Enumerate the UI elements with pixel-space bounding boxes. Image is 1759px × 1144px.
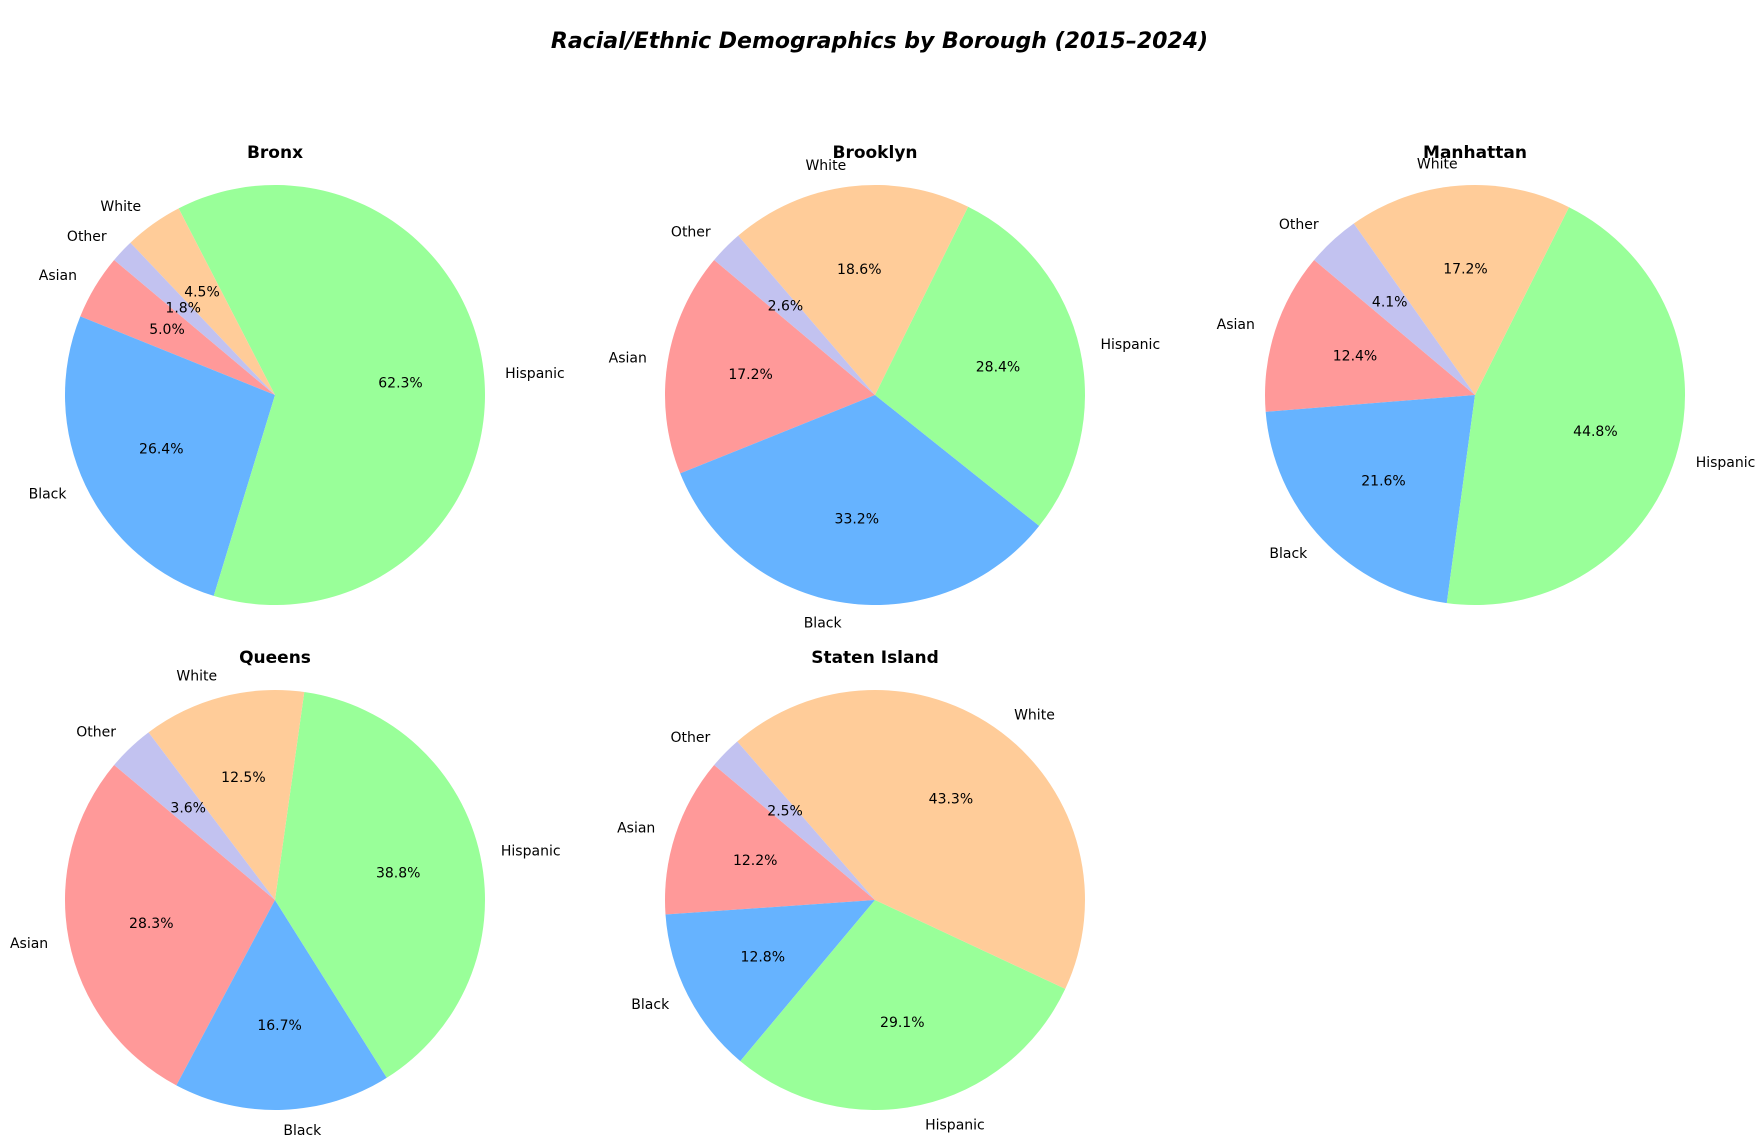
slice-manhattan-asian bbox=[1265, 260, 1475, 412]
slice-percent-manhattan-white: 17.2% bbox=[1443, 261, 1487, 277]
slice-manhattan-white bbox=[1353, 185, 1570, 395]
pie-queens: Asian 28.3% Black 16.7% Hispanic 38.8% White 12… bbox=[10, 648, 561, 1139]
slice-percent-brooklyn-white: 18.6% bbox=[837, 262, 881, 278]
slice-manhattan-other bbox=[1314, 223, 1475, 395]
slice-percent-queens-black: 16.7% bbox=[257, 1018, 301, 1034]
pie-title-brooklyn: Brooklyn bbox=[832, 143, 917, 163]
slice-label-bronx-asian: Asian bbox=[39, 268, 77, 284]
slice-percent-bronx-black: 26.4% bbox=[139, 441, 183, 457]
slice-label-bronx-other: Other bbox=[67, 229, 107, 245]
slice-label-staten-island-hispanic: Hispanic bbox=[925, 1118, 985, 1134]
slice-label-manhattan-other: Other bbox=[1279, 217, 1319, 233]
slice-label-manhattan-hispanic: Hispanic bbox=[1696, 455, 1756, 471]
pie-grid: Asian 5.0% Black 26.4% Hispanic 62.3% White 4.5… bbox=[10, 143, 1755, 1139]
slice-label-manhattan-black: Black bbox=[1269, 546, 1308, 562]
slice-label-staten-island-black: Black bbox=[631, 997, 670, 1013]
slice-bronx-other bbox=[114, 242, 275, 395]
slice-label-manhattan-white: White bbox=[1417, 157, 1458, 173]
pie-bronx: Asian 5.0% Black 26.4% Hispanic 62.3% White 4.5… bbox=[29, 143, 565, 606]
slice-percent-brooklyn-hispanic: 28.4% bbox=[976, 360, 1020, 376]
slice-queens-white bbox=[148, 689, 305, 900]
slice-percent-bronx-asian: 5.0% bbox=[149, 322, 185, 338]
slice-label-brooklyn-hispanic: Hispanic bbox=[1101, 337, 1161, 353]
slice-staten-island-other bbox=[714, 741, 875, 900]
slice-label-queens-black: Black bbox=[283, 1123, 322, 1139]
slice-brooklyn-hispanic bbox=[875, 206, 1085, 526]
slice-percent-bronx-other: 1.8% bbox=[165, 301, 201, 317]
slice-staten-island-hispanic bbox=[740, 900, 1066, 1110]
slice-brooklyn-white bbox=[738, 185, 969, 395]
slice-queens-other bbox=[114, 732, 275, 900]
slice-bronx-asian bbox=[80, 260, 275, 395]
slice-label-queens-other: Other bbox=[76, 725, 116, 741]
pie-title-manhattan: Manhattan bbox=[1423, 143, 1527, 163]
slice-bronx-white bbox=[130, 208, 275, 395]
slice-percent-staten-island-asian: 12.2% bbox=[733, 853, 777, 869]
slice-bronx-black bbox=[64, 316, 275, 596]
slice-percent-queens-asian: 28.3% bbox=[129, 916, 173, 932]
slice-percent-queens-hispanic: 38.8% bbox=[376, 866, 420, 882]
slice-brooklyn-black bbox=[680, 395, 1040, 606]
slice-percent-bronx-hispanic: 62.3% bbox=[378, 376, 422, 392]
slice-staten-island-white bbox=[737, 690, 1085, 989]
slice-bronx-hispanic bbox=[178, 185, 485, 606]
pie-brooklyn: Asian 17.2% Black 33.2% Hispanic 28.4% White 18… bbox=[609, 143, 1160, 632]
slice-queens-black bbox=[176, 900, 387, 1111]
slice-label-brooklyn-white: White bbox=[805, 158, 846, 174]
slice-queens-asian bbox=[64, 765, 275, 1086]
slice-label-bronx-white: White bbox=[100, 199, 141, 215]
slice-percent-manhattan-hispanic: 44.8% bbox=[1573, 424, 1617, 440]
pie-title-bronx: Bronx bbox=[247, 143, 303, 163]
slice-percent-staten-island-hispanic: 29.1% bbox=[880, 1015, 924, 1031]
figure-title: Racial/Ethnic Demographics by Borough (2… bbox=[551, 29, 1208, 54]
pie-title-staten-island: Staten Island bbox=[811, 648, 939, 668]
slice-label-bronx-black: Black bbox=[29, 487, 68, 503]
slice-percent-staten-island-black: 12.8% bbox=[741, 949, 785, 965]
slice-label-queens-asian: Asian bbox=[10, 936, 48, 952]
slice-percent-manhattan-asian: 12.4% bbox=[1333, 349, 1377, 365]
slice-manhattan-hispanic bbox=[1446, 207, 1686, 606]
slice-percent-staten-island-other: 2.5% bbox=[767, 804, 803, 820]
slice-label-staten-island-white: White bbox=[1014, 708, 1055, 724]
slice-label-brooklyn-other: Other bbox=[671, 225, 711, 241]
slice-percent-bronx-white: 4.5% bbox=[184, 284, 220, 300]
pie-title-queens: Queens bbox=[239, 648, 311, 668]
slice-label-manhattan-asian: Asian bbox=[1217, 317, 1255, 333]
slice-percent-brooklyn-other: 2.6% bbox=[768, 298, 804, 314]
slice-percent-brooklyn-asian: 17.2% bbox=[728, 367, 772, 383]
slice-percent-manhattan-black: 21.6% bbox=[1361, 474, 1405, 490]
slice-percent-manhattan-other: 4.1% bbox=[1372, 294, 1408, 310]
pie-staten-island: Asian 12.2% Black 12.8% Hispanic 29.1% White 43… bbox=[617, 648, 1085, 1134]
slice-label-bronx-hispanic: Hispanic bbox=[505, 366, 565, 382]
pie-manhattan: Asian 12.4% Black 21.6% Hispanic 44.8% White 17… bbox=[1217, 143, 1756, 606]
slice-queens-hispanic bbox=[275, 692, 486, 1078]
slice-label-brooklyn-asian: Asian bbox=[609, 351, 647, 367]
slice-percent-staten-island-white: 43.3% bbox=[929, 791, 973, 807]
slice-label-staten-island-asian: Asian bbox=[617, 821, 655, 837]
slice-label-brooklyn-black: Black bbox=[804, 616, 843, 632]
slice-brooklyn-other bbox=[714, 235, 875, 395]
slice-staten-island-black bbox=[665, 900, 875, 1062]
slice-brooklyn-asian bbox=[664, 260, 875, 474]
slice-label-queens-white: White bbox=[176, 668, 217, 684]
slice-label-queens-hispanic: Hispanic bbox=[501, 844, 561, 860]
slice-label-staten-island-other: Other bbox=[671, 730, 711, 746]
slice-percent-brooklyn-black: 33.2% bbox=[835, 512, 879, 528]
slice-percent-queens-white: 12.5% bbox=[221, 770, 265, 786]
slice-manhattan-black bbox=[1265, 395, 1475, 604]
slice-staten-island-asian bbox=[664, 765, 875, 915]
slice-percent-queens-other: 3.6% bbox=[170, 801, 206, 817]
